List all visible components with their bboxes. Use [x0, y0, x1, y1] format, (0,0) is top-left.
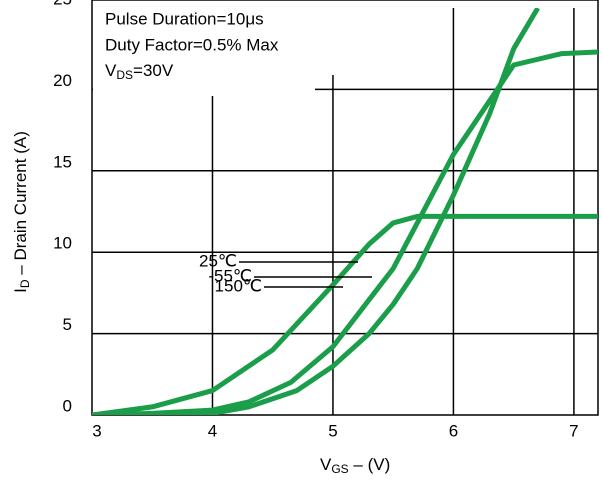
y-tick-label: 5	[63, 315, 72, 334]
text-main: I	[11, 288, 30, 293]
plot-frame	[91, 0, 599, 416]
x-tick-label: 6	[449, 421, 458, 440]
y-tick-label: 25	[53, 0, 72, 8]
annotation: Duty Factor=0.5% Max	[105, 35, 279, 54]
y-tick-label: 10	[53, 234, 72, 253]
y-tick-label: 20	[53, 71, 72, 90]
text-sub: DS	[116, 68, 133, 82]
plot-area	[92, 8, 598, 415]
text-main: V	[105, 61, 117, 80]
y-tick-label: 0	[63, 396, 72, 415]
text-sub: D	[18, 279, 32, 288]
condition: VDS=30V	[105, 61, 174, 82]
series-label: 150℃	[215, 276, 262, 295]
x-tick-label: 3	[92, 421, 101, 440]
text-sub: GS	[331, 462, 348, 476]
annotation-box-right	[314, 1, 354, 75]
line-series	[92, 213, 598, 415]
text-rest: – Drain Current (A)	[11, 131, 30, 279]
x-tick-label: 5	[328, 421, 337, 440]
text-main: V	[320, 455, 332, 474]
y-axis-label: ID – Drain Current (A)	[11, 131, 32, 293]
y-tick-label: 15	[53, 152, 72, 171]
x-tick-label: 4	[208, 421, 217, 440]
line-series	[92, 8, 540, 415]
annotation-box	[93, 1, 315, 96]
x-axis-label: VGS – (V)	[320, 455, 390, 476]
annotation: Pulse Duration=10μs	[105, 9, 264, 28]
line-series	[92, 49, 598, 415]
series-label: -55℃	[208, 266, 252, 285]
series-label: 25℃	[199, 251, 237, 270]
text-rest: – (V)	[349, 455, 391, 474]
text-rest: =30V	[133, 61, 174, 80]
x-tick-label: 7	[569, 421, 578, 440]
